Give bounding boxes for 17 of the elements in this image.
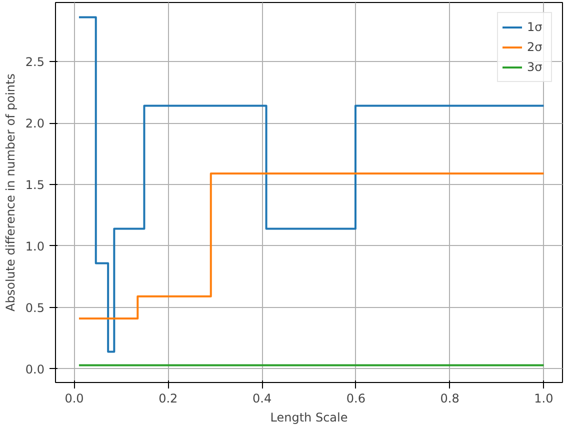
y-tick-label: 0.5: [25, 300, 45, 315]
y-tick-label: 2.5: [25, 55, 45, 70]
legend-label: 1σ: [527, 20, 544, 34]
x-tick-label: 0.8: [440, 392, 460, 406]
legend-label: 2σ: [527, 40, 544, 54]
y-axis-title: Absolute difference in number of points: [3, 74, 18, 312]
x-tick-label: 1.0: [534, 392, 554, 406]
x-tick-label: 0.2: [158, 392, 178, 406]
y-tick-label: 1.5: [25, 178, 45, 192]
x-tick-label: 0.0: [64, 392, 84, 406]
y-tick-label: 0.0: [25, 362, 45, 376]
x-tick-label: 0.6: [346, 392, 366, 406]
legend-label: 3σ: [527, 60, 544, 74]
y-tick-label: 1.0: [25, 239, 45, 254]
x-tick-label: 0.4: [252, 392, 272, 406]
x-axis-title: Length Scale: [270, 410, 348, 424]
y-tick-label: 2.0: [25, 116, 45, 131]
